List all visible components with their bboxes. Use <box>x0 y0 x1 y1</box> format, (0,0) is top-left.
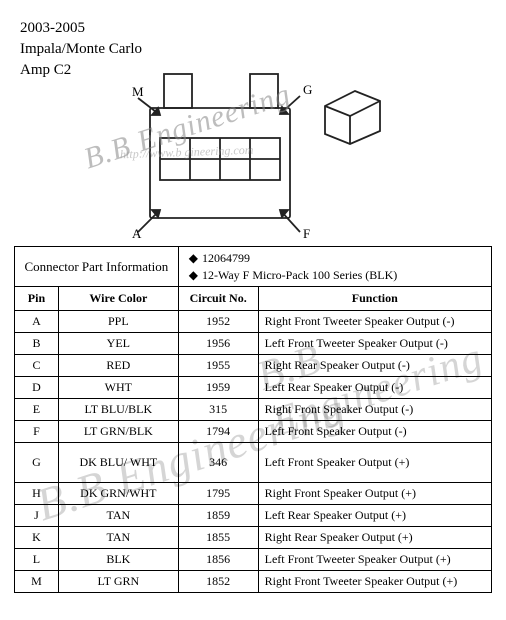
function-cell: Left Front Tweeter Speaker Output (-) <box>258 333 491 355</box>
table-row: MLT GRN1852Right Front Tweeter Speaker O… <box>15 571 492 593</box>
table-row: JTAN1859Left Rear Speaker Output (+) <box>15 505 492 527</box>
wire-cell: LT BLU/BLK <box>58 399 178 421</box>
table-row: HDK GRN/WHT1795Right Front Speaker Outpu… <box>15 483 492 505</box>
wire-cell: LT GRN/BLK <box>58 421 178 443</box>
table-row: APPL1952Right Front Tweeter Speaker Outp… <box>15 311 492 333</box>
pin-cell: J <box>15 505 59 527</box>
table-row: CRED1955Right Rear Speaker Output (-) <box>15 355 492 377</box>
wire-cell: RED <box>58 355 178 377</box>
label-g: G <box>303 82 312 97</box>
wire-cell: DK GRN/WHT <box>58 483 178 505</box>
function-cell: Left Front Tweeter Speaker Output (+) <box>258 549 491 571</box>
function-cell: Right Rear Speaker Output (+) <box>258 527 491 549</box>
table-row: FLT GRN/BLK1794Left Front Speaker Output… <box>15 421 492 443</box>
table-row: GDK BLU/ WHT346Left Front Speaker Output… <box>15 443 492 483</box>
header-vehicle: Impala/Monte Carlo <box>20 39 142 60</box>
circuit-cell: 1952 <box>178 311 258 333</box>
pin-cell: D <box>15 377 59 399</box>
pinout-table-wrap: Connector Part Information ◆12064799 ◆12… <box>14 246 492 593</box>
function-cell: Left Front Speaker Output (+) <box>258 443 491 483</box>
pin-cell: C <box>15 355 59 377</box>
wire-cell: BLK <box>58 549 178 571</box>
circuit-cell: 1859 <box>178 505 258 527</box>
circuit-cell: 346 <box>178 443 258 483</box>
wire-cell: YEL <box>58 333 178 355</box>
pin-cell: K <box>15 527 59 549</box>
header-years: 2003-2005 <box>20 18 142 39</box>
pin-cell: L <box>15 549 59 571</box>
header-row: Pin Wire Color Circuit No. Function <box>15 287 492 311</box>
pin-cell: H <box>15 483 59 505</box>
col-function: Function <box>258 287 491 311</box>
table-row: KTAN1855Right Rear Speaker Output (+) <box>15 527 492 549</box>
function-cell: Right Front Speaker Output (+) <box>258 483 491 505</box>
table-row: DWHT1959Left Rear Speaker Output (-) <box>15 377 492 399</box>
col-pin: Pin <box>15 287 59 311</box>
connector-desc: 12-Way F Micro-Pack 100 Series (BLK) <box>202 268 397 282</box>
pin-cell: E <box>15 399 59 421</box>
table-row: BYEL1956Left Front Tweeter Speaker Outpu… <box>15 333 492 355</box>
wire-cell: PPL <box>58 311 178 333</box>
circuit-cell: 1955 <box>178 355 258 377</box>
table-row: ELT BLU/BLK315Right Front Speaker Output… <box>15 399 492 421</box>
function-cell: Right Rear Speaker Output (-) <box>258 355 491 377</box>
connector-pn: 12064799 <box>202 251 250 265</box>
col-circuit: Circuit No. <box>178 287 258 311</box>
header-amp: Amp C2 <box>20 60 142 81</box>
circuit-cell: 1795 <box>178 483 258 505</box>
wire-cell: LT GRN <box>58 571 178 593</box>
wire-cell: TAN <box>58 527 178 549</box>
wire-cell: WHT <box>58 377 178 399</box>
connector-info-row: Connector Part Information ◆12064799 ◆12… <box>15 247 492 287</box>
circuit-cell: 1959 <box>178 377 258 399</box>
wire-cell: TAN <box>58 505 178 527</box>
connector-info-title: Connector Part Information <box>15 247 179 287</box>
circuit-cell: 1794 <box>178 421 258 443</box>
function-cell: Left Rear Speaker Output (+) <box>258 505 491 527</box>
pin-cell: B <box>15 333 59 355</box>
label-m: M <box>132 84 144 99</box>
wire-cell: DK BLU/ WHT <box>58 443 178 483</box>
pin-cell: G <box>15 443 59 483</box>
function-cell: Left Rear Speaker Output (-) <box>258 377 491 399</box>
function-cell: Left Front Speaker Output (-) <box>258 421 491 443</box>
col-wire: Wire Color <box>58 287 178 311</box>
pin-cell: F <box>15 421 59 443</box>
function-cell: Right Front Tweeter Speaker Output (+) <box>258 571 491 593</box>
pinout-table: Connector Part Information ◆12064799 ◆12… <box>14 246 492 593</box>
pin-cell: A <box>15 311 59 333</box>
document-header: 2003-2005 Impala/Monte Carlo Amp C2 <box>20 18 142 81</box>
function-cell: Right Front Tweeter Speaker Output (-) <box>258 311 491 333</box>
circuit-cell: 1856 <box>178 549 258 571</box>
label-a: A <box>132 226 142 240</box>
circuit-cell: 1852 <box>178 571 258 593</box>
label-f: F <box>303 226 310 240</box>
circuit-cell: 1855 <box>178 527 258 549</box>
table-body: APPL1952Right Front Tweeter Speaker Outp… <box>15 311 492 593</box>
circuit-cell: 315 <box>178 399 258 421</box>
circuit-cell: 1956 <box>178 333 258 355</box>
function-cell: Right Front Speaker Output (-) <box>258 399 491 421</box>
pin-cell: M <box>15 571 59 593</box>
connector-info-detail: ◆12064799 ◆12-Way F Micro-Pack 100 Serie… <box>178 247 491 287</box>
table-row: LBLK1856Left Front Tweeter Speaker Outpu… <box>15 549 492 571</box>
